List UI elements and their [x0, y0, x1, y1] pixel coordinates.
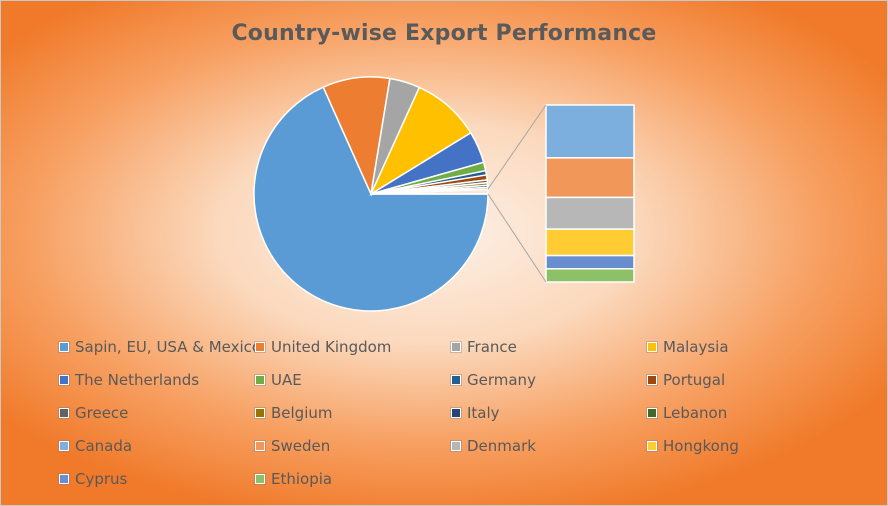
legend-item-italy: Italy — [451, 404, 500, 422]
legend-item-belgium: Belgium — [255, 404, 333, 422]
legend-swatch — [59, 342, 69, 352]
legend-swatch — [451, 342, 461, 352]
bar-segment-denmark — [545, 196, 635, 230]
legend-swatch — [451, 408, 461, 418]
legend-swatch — [647, 408, 657, 418]
pie-chart — [253, 76, 635, 312]
legend-swatch — [255, 408, 265, 418]
legend-item-denmark: Denmark — [451, 437, 536, 455]
legend-swatch — [255, 474, 265, 484]
legend-swatch — [255, 342, 265, 352]
legend-item-germany: Germany — [451, 371, 536, 389]
legend-item-canada: Canada — [59, 437, 132, 455]
legend-swatch — [59, 441, 69, 451]
legend-item-lebanon: Lebanon — [647, 404, 727, 422]
legend-label: Sweden — [271, 437, 331, 455]
legend-swatch — [255, 441, 265, 451]
legend-swatch — [451, 441, 461, 451]
legend-swatch — [647, 375, 657, 385]
legend-item-uae: UAE — [255, 371, 302, 389]
legend-label: Italy — [467, 404, 500, 422]
legend-item-france: France — [451, 338, 517, 356]
legend-label: Lebanon — [663, 404, 728, 422]
legend-label: The Netherlands — [75, 371, 200, 389]
legend-swatch — [59, 474, 69, 484]
legend-label: United Kingdom — [271, 338, 392, 356]
legend-item-sapin-eu-usa-mexico: Sapin, EU, USA & Mexico — [59, 338, 261, 356]
bar-segment-sweden — [545, 157, 635, 199]
legend-item-greece: Greece — [59, 404, 128, 422]
legend-label: Cyprus — [75, 470, 128, 488]
legend-swatch — [255, 375, 265, 385]
chart-title: Country-wise Export Performance — [231, 21, 657, 46]
legend-item-ethiopia: Ethiopia — [255, 470, 332, 488]
legend-label: Hongkong — [663, 437, 739, 455]
legend-item-hongkong: Hongkong — [647, 437, 739, 455]
legend-label: Greece — [75, 404, 129, 422]
legend-item-cyprus: Cyprus — [59, 470, 127, 488]
pie-slice-sapin-eu-usa-mexico — [253, 86, 489, 312]
bar-segment-canada — [545, 104, 635, 159]
legend-swatch — [451, 375, 461, 385]
bar-segment-ethiopia — [545, 268, 635, 283]
legend-label: Portugal — [663, 371, 726, 389]
legend-item-united-kingdom: United Kingdom — [255, 338, 391, 356]
connector-line-top — [487, 104, 547, 190]
legend-label: Germany — [467, 371, 536, 389]
bar-segment-hongkong — [545, 228, 635, 257]
legend-swatch — [647, 441, 657, 451]
legend-label: Sapin, EU, USA & Mexico — [75, 338, 262, 356]
legend-item-malaysia: Malaysia — [647, 338, 729, 356]
legend-swatch — [647, 342, 657, 352]
pie-slice-other — [370, 188, 489, 195]
legend-label: UAE — [271, 371, 302, 389]
legend-label: Malaysia — [663, 338, 729, 356]
legend-swatch — [59, 408, 69, 418]
connector-line-bottom — [487, 193, 547, 283]
legend-item-portugal: Portugal — [647, 371, 725, 389]
legend-label: Ethiopia — [271, 470, 333, 488]
legend-item-sweden: Sweden — [255, 437, 330, 455]
legend-label: Denmark — [467, 437, 536, 455]
legend-label: France — [467, 338, 517, 356]
legend-label: Canada — [75, 437, 133, 455]
legend-swatch — [59, 375, 69, 385]
legend-item-the-netherlands: The Netherlands — [59, 371, 199, 389]
legend-label: Belgium — [271, 404, 333, 422]
bar-segment-cyprus — [545, 254, 635, 270]
